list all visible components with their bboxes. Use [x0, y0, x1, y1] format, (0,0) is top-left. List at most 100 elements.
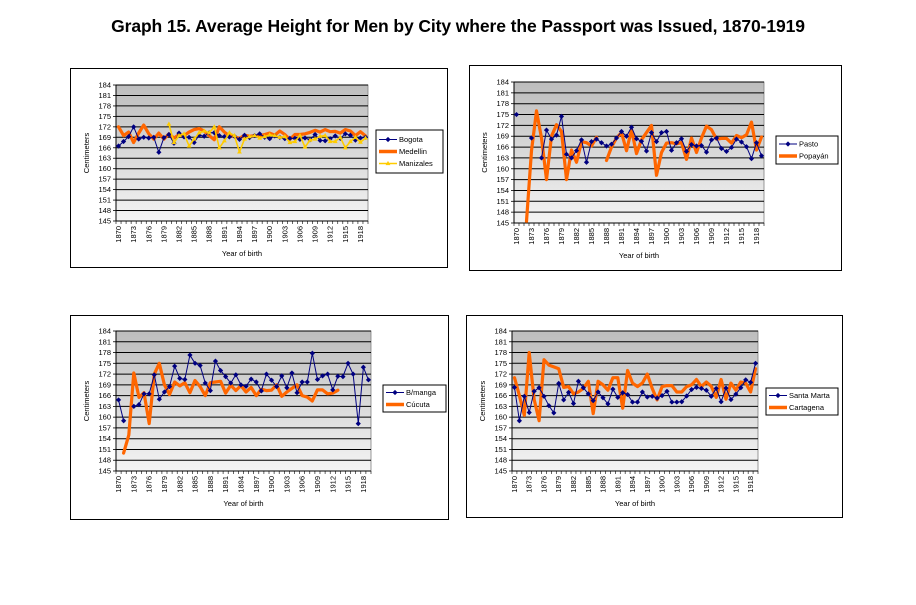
x-tick-label: 1900 [662, 228, 671, 245]
data-point-diamond [309, 350, 315, 356]
plot-area [511, 330, 759, 472]
data-point-diamond [758, 153, 765, 159]
plot-area [115, 330, 372, 472]
data-point-triangle [347, 138, 353, 144]
data-point-diamond [679, 399, 685, 405]
legend-box [765, 387, 839, 416]
series-line-popayan [604, 120, 764, 177]
data-point-diamond [289, 370, 295, 376]
y-tick-label: 166 [494, 391, 507, 400]
y-tick-label: 157 [98, 423, 111, 432]
data-point-diamond [683, 148, 690, 155]
data-point-triangle [358, 139, 363, 144]
x-tick-label: 1873 [129, 226, 138, 243]
data-point-diamond [688, 141, 695, 148]
data-point-diamond [131, 124, 137, 130]
data-point-diamond [172, 363, 178, 369]
data-point-triangle [221, 138, 227, 143]
y-tick-label: 163 [494, 402, 507, 411]
x-tick-label: 1873 [525, 476, 534, 493]
x-tick-label: 1906 [298, 476, 307, 493]
data-point-diamond [357, 135, 364, 141]
data-point-triangle [262, 134, 268, 139]
data-point-diamond [528, 135, 535, 141]
data-point-diamond [115, 143, 122, 149]
legend-item-pasto: Pasto [779, 140, 818, 149]
data-point-diamond [563, 151, 570, 157]
legend-marker [385, 160, 391, 166]
data-point-diamond [558, 113, 565, 119]
legend: B/manga Cúcuta [382, 384, 447, 413]
data-point-diamond [748, 156, 755, 162]
y-tick-label: 145 [494, 467, 507, 476]
data-point-diamond [146, 391, 152, 397]
y-tick-label: 181 [494, 337, 507, 346]
data-point-diamond [120, 138, 127, 145]
data-point-diamond [728, 144, 735, 151]
data-point-diamond [177, 375, 183, 381]
data-point-diamond [543, 127, 550, 133]
y-tick-label: 151 [496, 197, 509, 206]
data-point-diamond [698, 143, 705, 149]
data-point-diamond [253, 379, 259, 385]
x-tick-label: 1897 [252, 476, 261, 493]
data-point-triangle [176, 132, 182, 138]
data-point-diamond [570, 400, 577, 407]
data-point-diamond [603, 143, 610, 149]
data-point-diamond [304, 379, 310, 385]
data-point-diamond [342, 131, 348, 137]
data-point-diamond [738, 139, 745, 145]
data-point-diamond [678, 136, 685, 142]
series-pasto [513, 111, 765, 165]
x-tick-label: 1906 [692, 228, 701, 245]
data-point-diamond [593, 136, 600, 142]
x-tick-label: 1879 [557, 228, 566, 245]
legend: Bogota Medellin Manizales [375, 129, 444, 174]
x-tick-label: 1888 [599, 476, 608, 493]
legend-label: Bogota [399, 135, 424, 144]
x-tick-label: 1891 [221, 476, 230, 493]
y-tick-label: 151 [98, 196, 111, 205]
data-point-diamond [538, 155, 545, 161]
y-tick-label: 163 [98, 154, 111, 163]
data-point-diamond [703, 387, 709, 393]
plot-area [513, 81, 765, 224]
data-point-diamond [302, 135, 308, 141]
x-tick-label: 1906 [687, 476, 696, 493]
x-axis-title: Year of birth [619, 251, 659, 260]
x-tick-label: 1918 [752, 228, 761, 245]
x-tick-label: 1870 [510, 476, 519, 493]
y-tick-label: 148 [98, 206, 111, 215]
y-tick-label: 169 [98, 133, 111, 142]
legend-marker [385, 136, 391, 143]
y-tick-label: 175 [98, 112, 111, 121]
data-point-diamond [332, 133, 338, 139]
x-tick-label: 1918 [746, 476, 755, 493]
data-point-diamond [668, 147, 675, 153]
x-tick-label: 1897 [250, 226, 259, 243]
page-title: Graph 15. Average Height for Men by City… [111, 16, 805, 36]
y-tick-label: 181 [98, 91, 111, 100]
legend: Pasto Popayán [775, 135, 839, 165]
data-point-diamond [638, 138, 645, 144]
data-point-diamond [618, 128, 625, 135]
data-point-triangle [227, 130, 232, 135]
series-manizales [166, 121, 368, 154]
y-tick-label: 169 [494, 380, 507, 389]
legend-box [775, 135, 839, 165]
data-point-diamond [693, 143, 700, 149]
x-tick-label: 1891 [220, 226, 229, 243]
data-point-diamond [201, 133, 207, 139]
data-point-diamond [728, 396, 734, 403]
data-point-triangle [353, 134, 358, 139]
data-point-diamond [347, 132, 353, 138]
x-tick-label: 1876 [145, 476, 154, 493]
x-tick-label: 1915 [737, 228, 746, 245]
x-tick-label: 1894 [236, 476, 245, 493]
y-tick-label: 145 [98, 217, 111, 226]
chart-svg: 1451481511541571601631661691721751781811… [82, 327, 447, 508]
x-tick-label: 1873 [527, 228, 536, 245]
x-tick-label: 1882 [569, 476, 578, 493]
x-tick-label: 1879 [159, 226, 168, 243]
data-point-diamond [743, 144, 750, 150]
